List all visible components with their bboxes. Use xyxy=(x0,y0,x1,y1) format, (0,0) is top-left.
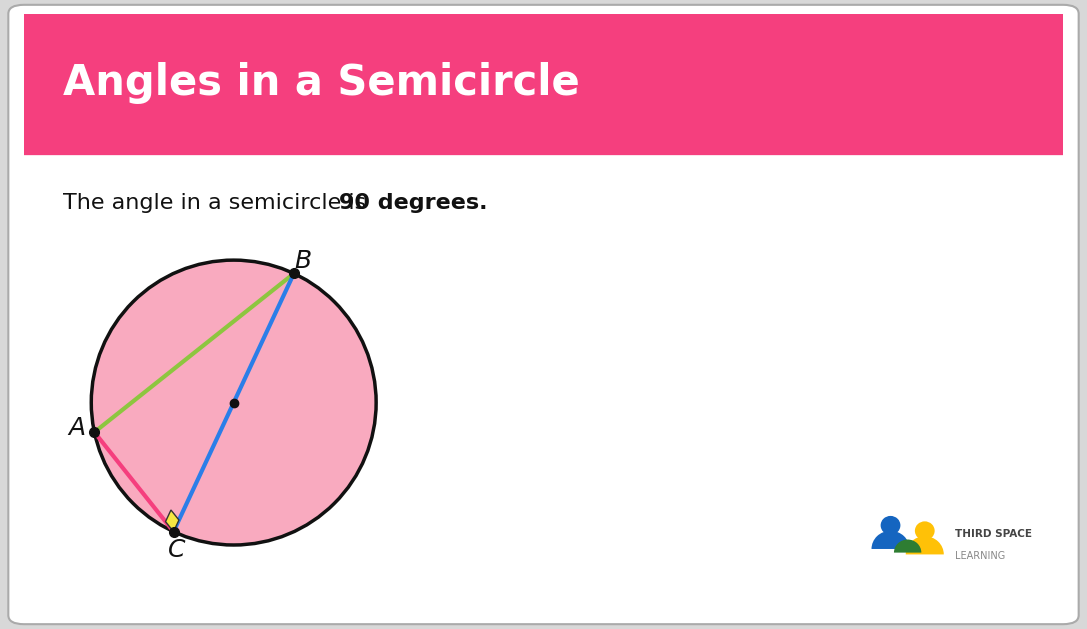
Wedge shape xyxy=(894,540,922,553)
Text: $C$: $C$ xyxy=(166,538,186,562)
Text: The angle in a semicircle is: The angle in a semicircle is xyxy=(63,193,374,213)
Text: 90 degrees.: 90 degrees. xyxy=(339,193,487,213)
Text: LEARNING: LEARNING xyxy=(955,551,1005,561)
Circle shape xyxy=(915,521,935,540)
Circle shape xyxy=(880,516,900,535)
Text: $A$: $A$ xyxy=(66,416,85,440)
Text: THIRD SPACE: THIRD SPACE xyxy=(955,530,1033,540)
Text: $B$: $B$ xyxy=(295,248,312,272)
Wedge shape xyxy=(905,537,944,554)
Polygon shape xyxy=(165,510,179,532)
FancyBboxPatch shape xyxy=(9,5,1078,155)
Bar xyxy=(24,128,1063,146)
Circle shape xyxy=(91,260,376,545)
Wedge shape xyxy=(872,531,910,549)
Text: Angles in a Semicircle: Angles in a Semicircle xyxy=(63,62,580,104)
FancyBboxPatch shape xyxy=(9,5,1078,624)
